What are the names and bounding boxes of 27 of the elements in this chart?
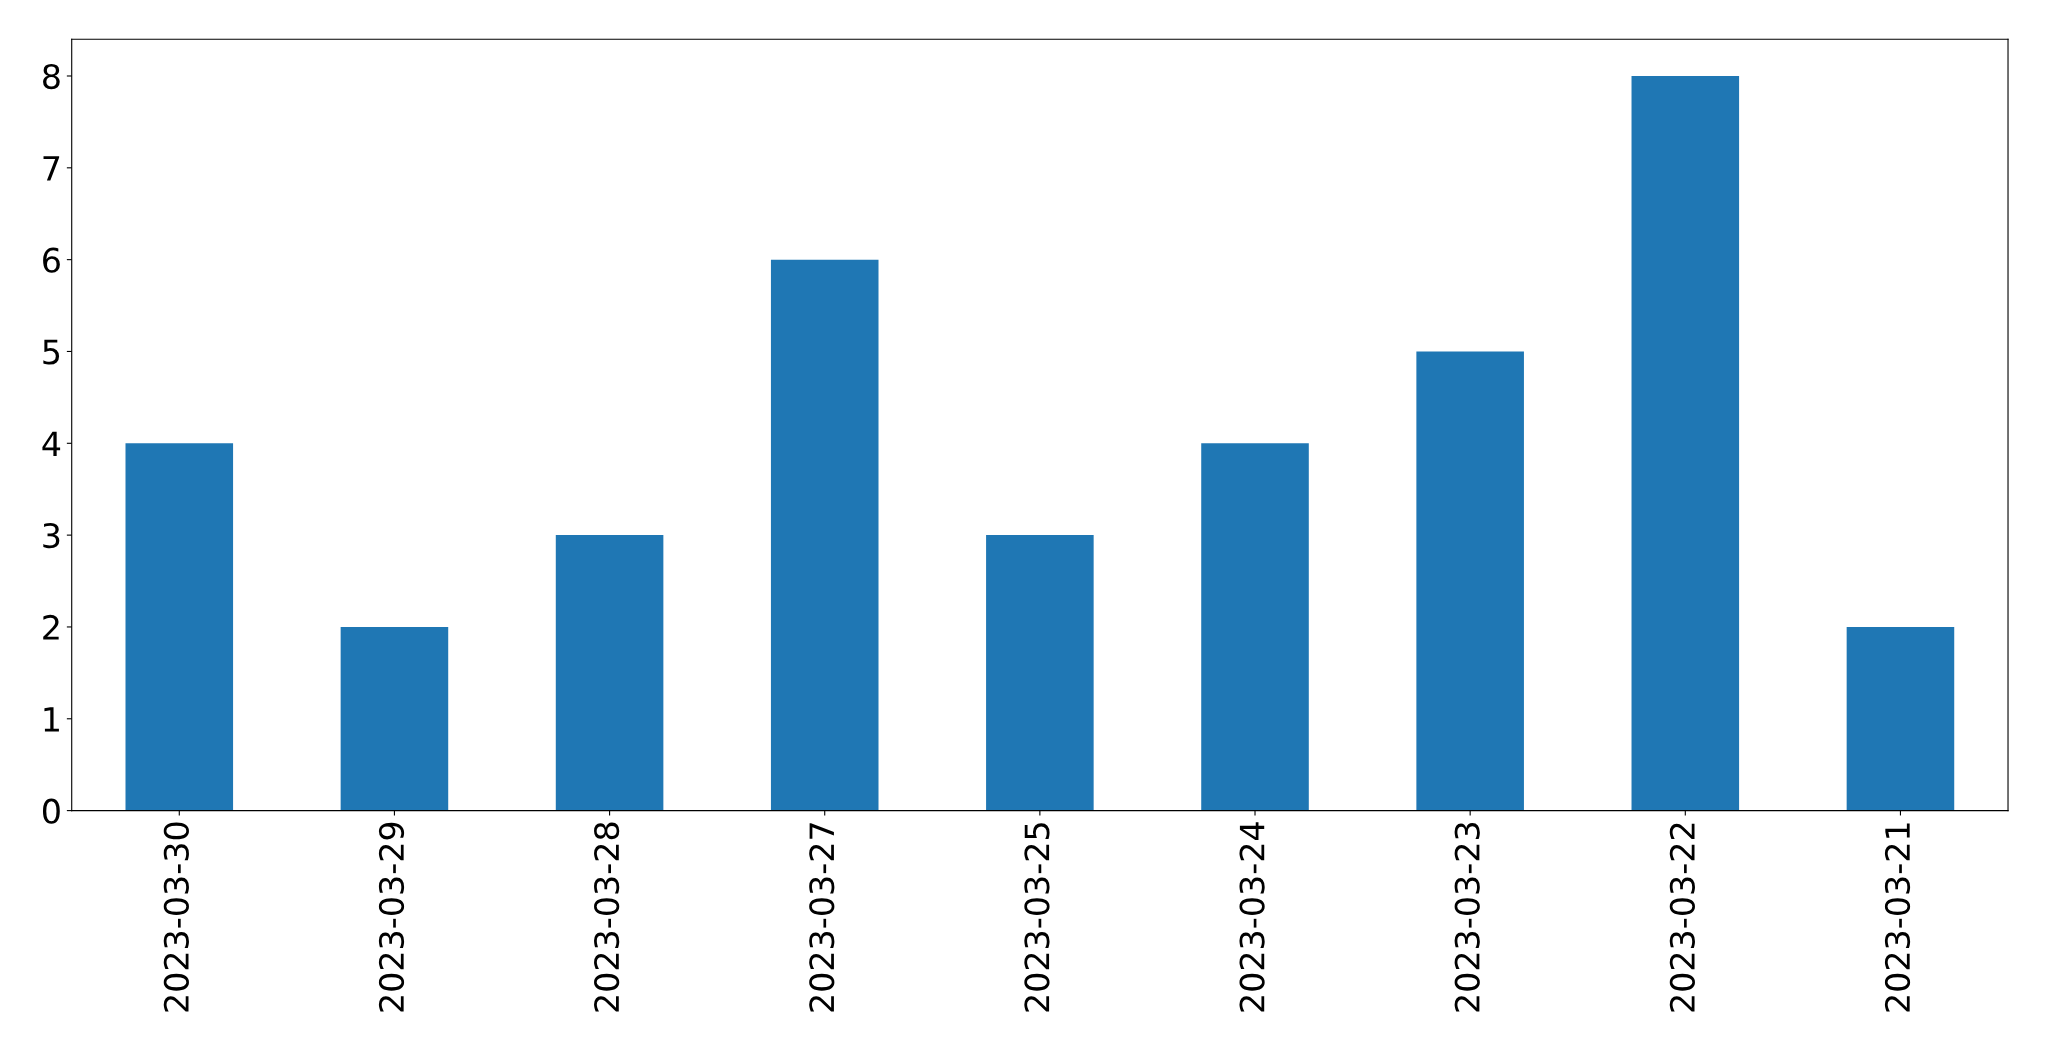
x-tick-label: 2023-03-25 xyxy=(1024,823,1050,1012)
bar xyxy=(1201,443,1309,811)
x-tick-label: 2023-03-24 xyxy=(1239,822,1265,1012)
x-tick-label: 2023-03-30 xyxy=(163,822,189,1012)
y-tick-label: 2 xyxy=(43,614,59,640)
y-tick-label: 3 xyxy=(43,523,60,549)
y-tick-label: 6 xyxy=(43,247,60,273)
bar xyxy=(340,626,449,811)
x-tick-label: 2023-03-21 xyxy=(1884,823,1911,1012)
x-tick-label: 2023-03-29 xyxy=(378,822,405,1012)
bar xyxy=(986,535,1094,811)
bar xyxy=(1631,75,1740,811)
x-tick-label: 2023-03-27 xyxy=(809,823,835,1012)
bar xyxy=(125,443,234,811)
y-tick-label: 7 xyxy=(43,156,60,181)
bar xyxy=(555,535,664,811)
x-tick-label: 2023-03-28 xyxy=(594,822,620,1012)
bar xyxy=(1416,351,1524,811)
y-tick-label: 8 xyxy=(43,63,60,90)
y-tick-label: 0 xyxy=(42,798,60,824)
y-tick-label: 4 xyxy=(42,431,61,456)
bar xyxy=(770,259,879,811)
y-tick-label: 5 xyxy=(43,339,60,365)
bar xyxy=(1846,626,1955,811)
y-tick-label: 1 xyxy=(44,707,59,732)
x-tick-label: 2023-03-23 xyxy=(1454,823,1480,1012)
x-tick-label: 2023-03-22 xyxy=(1669,823,1695,1012)
